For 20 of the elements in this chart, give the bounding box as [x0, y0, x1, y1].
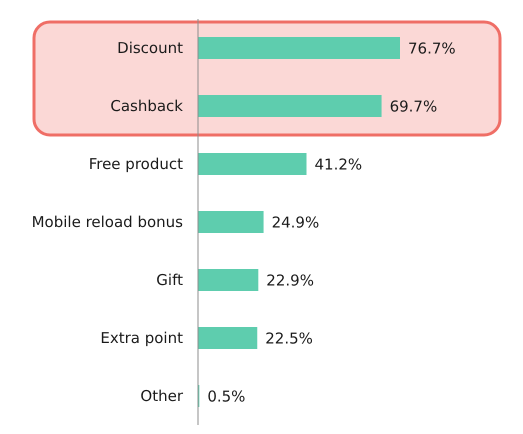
data-label: 41.2% — [314, 155, 362, 174]
y-tick-label: Mobile reload bonus — [32, 213, 184, 231]
data-label: 69.7% — [390, 97, 438, 116]
bar — [198, 211, 264, 233]
bar — [198, 153, 307, 175]
bar — [198, 269, 258, 291]
bar — [198, 95, 382, 117]
y-tick-label: Other — [140, 387, 184, 405]
bar — [198, 37, 400, 59]
data-label: 24.9% — [272, 213, 320, 232]
data-label: 22.5% — [265, 329, 313, 348]
data-label: 76.7% — [408, 39, 456, 58]
y-tick-label: Cashback — [110, 97, 184, 115]
y-tick-label: Gift — [156, 271, 184, 289]
y-tick-label: Free product — [88, 155, 184, 173]
y-tick-label: Extra point — [100, 329, 184, 347]
data-label: 0.5% — [207, 387, 246, 406]
bar — [198, 327, 258, 349]
data-label: 22.9% — [266, 271, 314, 290]
y-tick-label: Discount — [117, 39, 184, 57]
